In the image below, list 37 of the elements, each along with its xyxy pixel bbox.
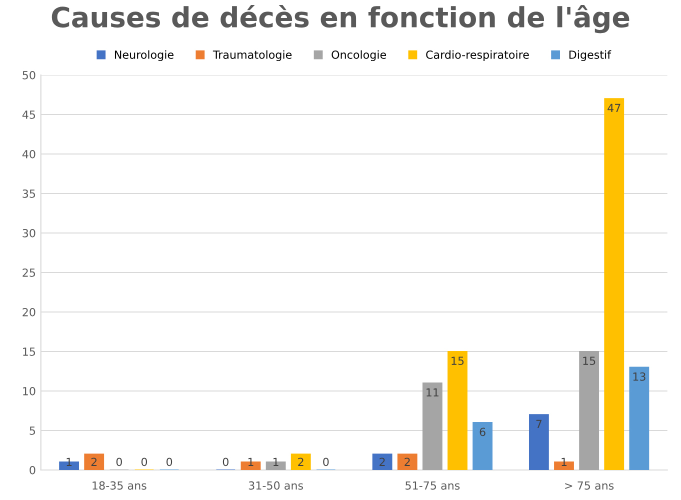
y-tick-label: 20 — [22, 308, 36, 316]
data-label: 2 — [404, 458, 410, 466]
legend-label: Digestif — [569, 50, 612, 62]
data-label: 0 — [323, 458, 329, 466]
y-tick-label: 45 — [22, 110, 36, 119]
data-label: 13 — [633, 372, 646, 381]
y-tick-label: 5 — [30, 426, 36, 435]
legend-label: Traumatologie — [212, 50, 292, 62]
data-label: 2 — [298, 458, 304, 466]
data-label: 15 — [452, 356, 464, 365]
legend-label: Cardio-respiratoire — [426, 50, 529, 62]
y-tick-label: 25 — [22, 268, 36, 277]
y-tick-label: 0 — [30, 466, 36, 474]
data-label: 0 — [166, 458, 172, 466]
y-tick-label: 40 — [22, 150, 36, 158]
y-tick-label: 10 — [23, 386, 36, 396]
data-label: 0 — [222, 458, 228, 466]
data-label: 0 — [116, 458, 122, 466]
chart-title: Causes de décès en fonction de l'âge — [52, 5, 630, 34]
x-tick-label: 18-35 ans — [92, 481, 146, 490]
data-label: 2 — [91, 458, 97, 466]
data-label: 6 — [480, 428, 486, 436]
y-tick-label: 30 — [22, 228, 36, 238]
data-label: 7 — [536, 420, 542, 428]
y-tick-label: 35 — [22, 189, 36, 198]
data-label: 15 — [583, 356, 596, 365]
data-label: 0 — [141, 458, 148, 466]
legend-label: Neurologie — [114, 50, 174, 62]
x-tick-label: > 75 ans — [565, 481, 614, 490]
x-tick-label: 51-75 ans — [406, 481, 460, 490]
y-tick-label: 50 — [22, 70, 36, 80]
data-label: 11 — [426, 388, 438, 396]
x-tick-label: 31-50 ans — [248, 481, 303, 490]
legend-label: Oncologie — [332, 50, 386, 62]
data-label: 2 — [380, 458, 385, 466]
data-label: 47 — [608, 104, 620, 112]
y-tick-label: 15 — [23, 348, 36, 356]
